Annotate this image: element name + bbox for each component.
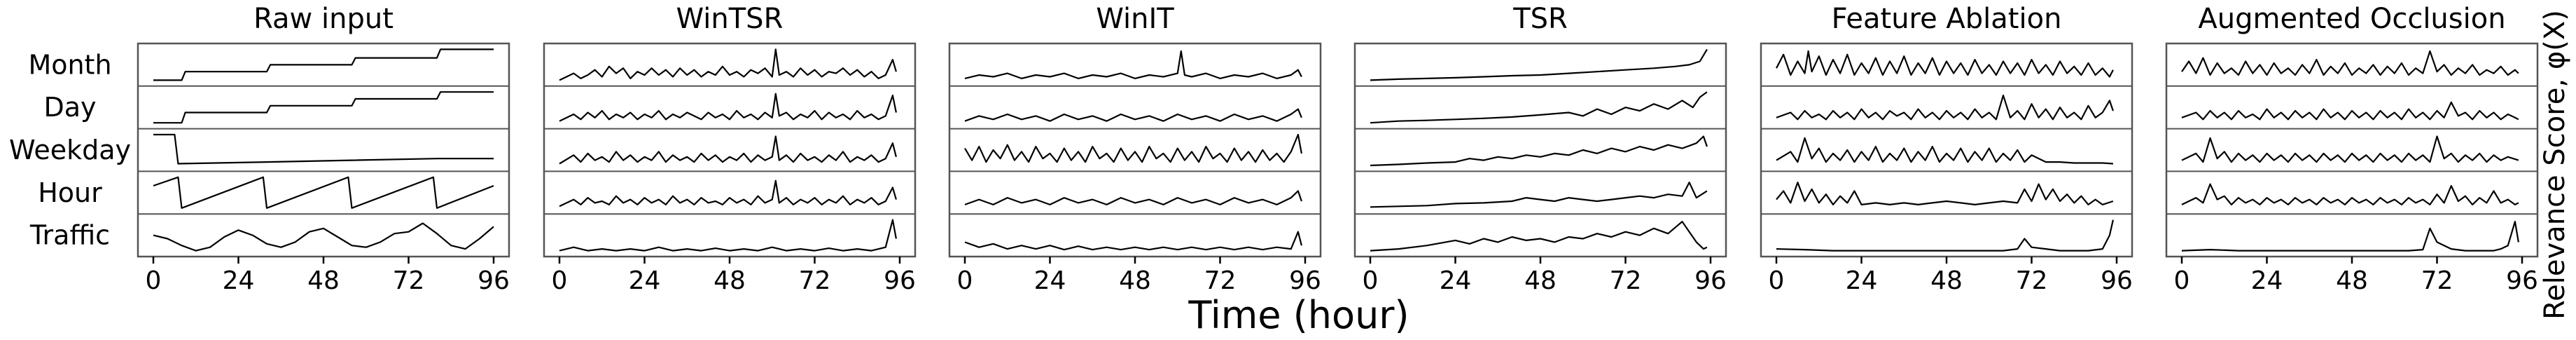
x-tick-label: 96 [1289, 266, 1321, 295]
panel-frame [1760, 42, 2133, 258]
series-hour [964, 190, 1302, 205]
x-tick-label: 24 [1440, 266, 1472, 295]
panel-title: Feature Ablation [1832, 3, 2062, 35]
x-tick-label: 24 [629, 266, 661, 295]
x-tick-label: 72 [1610, 266, 1642, 295]
x-tick-label: 72 [2421, 266, 2453, 295]
panel-tsr: TSR 0 24 48 72 96 [1353, 3, 1727, 295]
series-traffic [1776, 219, 2114, 252]
row-label-weekday: Weekday [9, 135, 131, 165]
series-day [559, 93, 897, 122]
x-tick-label: 0 [957, 266, 973, 295]
series-weekday [964, 133, 1302, 163]
series-weekday [1370, 135, 1708, 167]
x-tick-label: 0 [146, 266, 162, 295]
x-tick-label: 96 [478, 266, 510, 295]
panel-wintsr: WinTSR 0 24 48 72 96 [543, 3, 917, 295]
series-traffic [153, 222, 494, 252]
x-tick-label: 48 [307, 266, 340, 295]
x-tick-label: 48 [1119, 266, 1151, 295]
row-label-day: Day [43, 92, 96, 123]
x-axis-title: Time (hour) [1188, 293, 1409, 337]
series-weekday [153, 133, 494, 165]
series-hour [1370, 182, 1708, 208]
panel-title: TSR [1512, 3, 1568, 35]
x-tick-label: 48 [713, 266, 746, 295]
panel-title: Augmented Occlusion [2198, 3, 2505, 35]
series-month [153, 48, 494, 81]
series-hour [153, 176, 494, 209]
x-tick-label: 24 [2251, 266, 2283, 295]
panel-title: WinIT [1096, 3, 1174, 35]
series-hour [1776, 182, 2114, 205]
x-tick-label: 72 [393, 266, 425, 295]
x-tick-label: 96 [884, 266, 916, 295]
x-tick-label: 96 [2506, 266, 2538, 295]
x-tick-label: 96 [1694, 266, 1727, 295]
row-label-month: Month [28, 49, 111, 80]
series-weekday [2181, 135, 2519, 163]
x-tick-label: 0 [1363, 266, 1379, 295]
series-traffic [559, 219, 897, 252]
series-month [2181, 50, 2519, 76]
panel-title: Raw input [253, 3, 394, 35]
x-tick-label: 0 [1769, 266, 1785, 295]
y-axis-title: Relevance Score, φ(X) [2539, 10, 2571, 320]
row-labels: Month Day Weekday Hour Traffic [9, 49, 131, 250]
x-tick-label: 0 [2174, 266, 2190, 295]
series-traffic [1370, 221, 1708, 252]
series-month [1776, 50, 2114, 78]
series-weekday [559, 135, 897, 165]
panel-raw-input: Raw input 0 24 48 72 96 [137, 3, 510, 295]
series-traffic [2181, 221, 2519, 252]
row-label-hour: Hour [38, 177, 102, 208]
x-tick-label: 72 [1204, 266, 1237, 295]
series-hour [2181, 183, 2519, 205]
series-day [2181, 101, 2519, 121]
series-day [1370, 91, 1708, 124]
x-tick-label: 48 [2336, 266, 2368, 295]
x-tick-label: 96 [2101, 266, 2133, 295]
series-month [964, 50, 1302, 80]
series-weekday [1776, 137, 2113, 165]
series-day [153, 91, 494, 124]
panel-augmented-occlusion: Augmented Occlusion 0 24 48 72 96 [2165, 3, 2539, 295]
series-month [1370, 48, 1708, 81]
x-tick-label: 72 [2016, 266, 2048, 295]
series-traffic [964, 231, 1302, 251]
x-tick-label: 48 [1524, 266, 1557, 295]
x-tick-label: 72 [799, 266, 831, 295]
series-day [964, 108, 1302, 122]
x-tick-label: 24 [223, 266, 255, 295]
panels: Raw input 0 24 48 72 96 WinTSR 0 24 48 72 96 WinIT 0 2… [137, 3, 2539, 295]
row-label-traffic: Traffic [29, 220, 110, 251]
panel-title: WinTSR [676, 3, 784, 35]
x-tick-label: 48 [1930, 266, 1963, 295]
panel-feature-ablation: Feature Ablation 0 24 48 72 96 [1760, 3, 2133, 295]
panel-winit: WinIT 0 24 48 72 96 [948, 3, 1322, 295]
x-tick-label: 0 [552, 266, 568, 295]
panel-frame [137, 42, 510, 258]
x-tick-label: 24 [1034, 266, 1066, 295]
series-month [559, 48, 897, 81]
series-day [1776, 95, 2114, 121]
x-tick-label: 24 [1846, 266, 1878, 295]
series-hour [559, 179, 897, 208]
